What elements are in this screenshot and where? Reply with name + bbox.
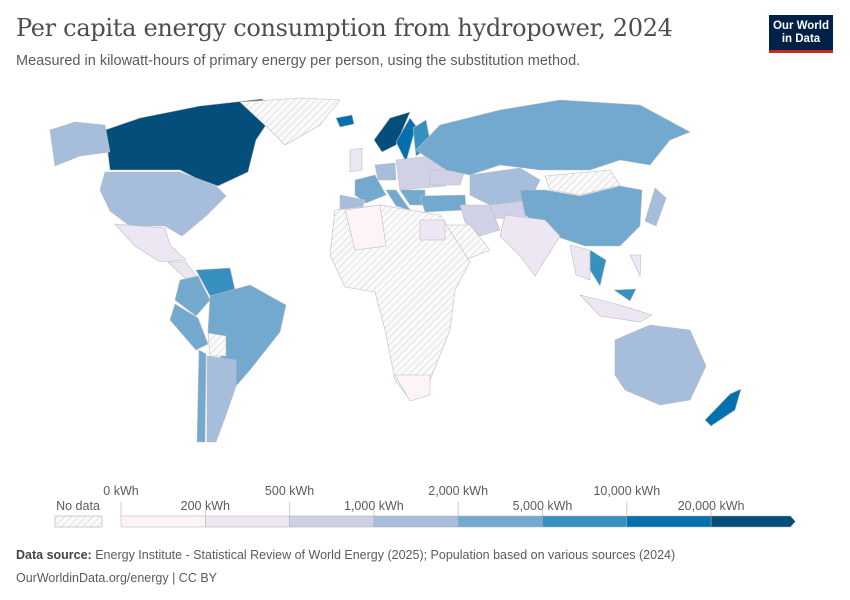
country-japan[interactable] xyxy=(644,187,667,227)
country-united-states[interactable] xyxy=(99,171,227,237)
country-iran[interactable] xyxy=(459,204,501,237)
legend-swatch-0 xyxy=(120,515,206,528)
country-mongolia[interactable] xyxy=(544,169,621,196)
source-label: Data source: xyxy=(16,548,92,562)
country-new-zealand[interactable] xyxy=(704,388,742,427)
country-indonesia[interactable] xyxy=(579,294,653,323)
legend-bar xyxy=(54,502,796,528)
legend-swatch-5 xyxy=(542,515,628,528)
country-thailand[interactable] xyxy=(569,244,591,281)
country-russia[interactable] xyxy=(415,99,691,176)
legend-tick-label: 10,000 kWh xyxy=(593,484,661,498)
legend-tick-label: 2,000 kWh xyxy=(428,484,489,498)
country-mexico[interactable] xyxy=(114,223,187,263)
legend-swatch-4 xyxy=(457,515,543,528)
legend-no-data-swatch xyxy=(54,515,103,528)
country-turkey[interactable] xyxy=(419,194,467,213)
country-france[interactable] xyxy=(354,174,387,204)
country-alaska-usa[interactable] xyxy=(49,121,111,167)
legend-swatch-2 xyxy=(289,515,375,528)
no-data-label: No data xyxy=(56,499,100,513)
country-argentina[interactable] xyxy=(206,355,237,443)
legend-tick-label: 20,000 kWh xyxy=(677,499,745,513)
legend-tick-label: 1,000 kWh xyxy=(344,499,404,513)
data-source: Data source: Energy Institute - Statisti… xyxy=(16,548,675,562)
source-text: Energy Institute - Statistical Review of… xyxy=(95,548,676,562)
legend-tick-label: 200 kWh xyxy=(180,499,230,513)
country-iceland[interactable] xyxy=(335,114,355,128)
country-bolivia[interactable] xyxy=(207,332,227,357)
country-malaysia[interactable] xyxy=(613,288,637,302)
legend-swatch-3 xyxy=(373,515,459,528)
legend-tick-label: 0 kWh xyxy=(103,484,139,498)
country-australia[interactable] xyxy=(614,324,707,406)
country-peru[interactable] xyxy=(169,303,209,351)
country-colombia[interactable] xyxy=(174,275,211,317)
country-canada[interactable] xyxy=(104,98,277,187)
country-chile[interactable] xyxy=(196,349,207,443)
legend-swatch-7 xyxy=(710,515,796,528)
country-germany[interactable] xyxy=(374,162,397,181)
footer-link[interactable]: OurWorldinData.org/energy | CC BY xyxy=(16,571,218,585)
legend-tick-label: 5,000 kWh xyxy=(512,499,573,513)
chart-title: Per capita energy consumption from hydro… xyxy=(16,14,673,42)
country-egypt[interactable] xyxy=(419,219,446,241)
country-india[interactable] xyxy=(499,214,561,277)
owid-logo[interactable]: Our World in Data xyxy=(769,15,833,53)
legend-tick-label: 500 kWh xyxy=(264,484,315,498)
country-united-kingdom[interactable] xyxy=(349,147,363,173)
legend-swatch-6 xyxy=(626,515,712,528)
world-map xyxy=(49,97,742,443)
legend-swatch-1 xyxy=(205,515,290,528)
country-norway[interactable] xyxy=(373,111,411,153)
chart-subtitle: Measured in kilowatt-hours of primary en… xyxy=(16,53,581,69)
country-greenland[interactable] xyxy=(239,97,341,146)
country-philippines[interactable] xyxy=(629,254,642,277)
country-south-africa[interactable] xyxy=(394,374,431,402)
country-vietnam[interactable] xyxy=(589,249,607,287)
country-algeria[interactable] xyxy=(344,204,387,251)
